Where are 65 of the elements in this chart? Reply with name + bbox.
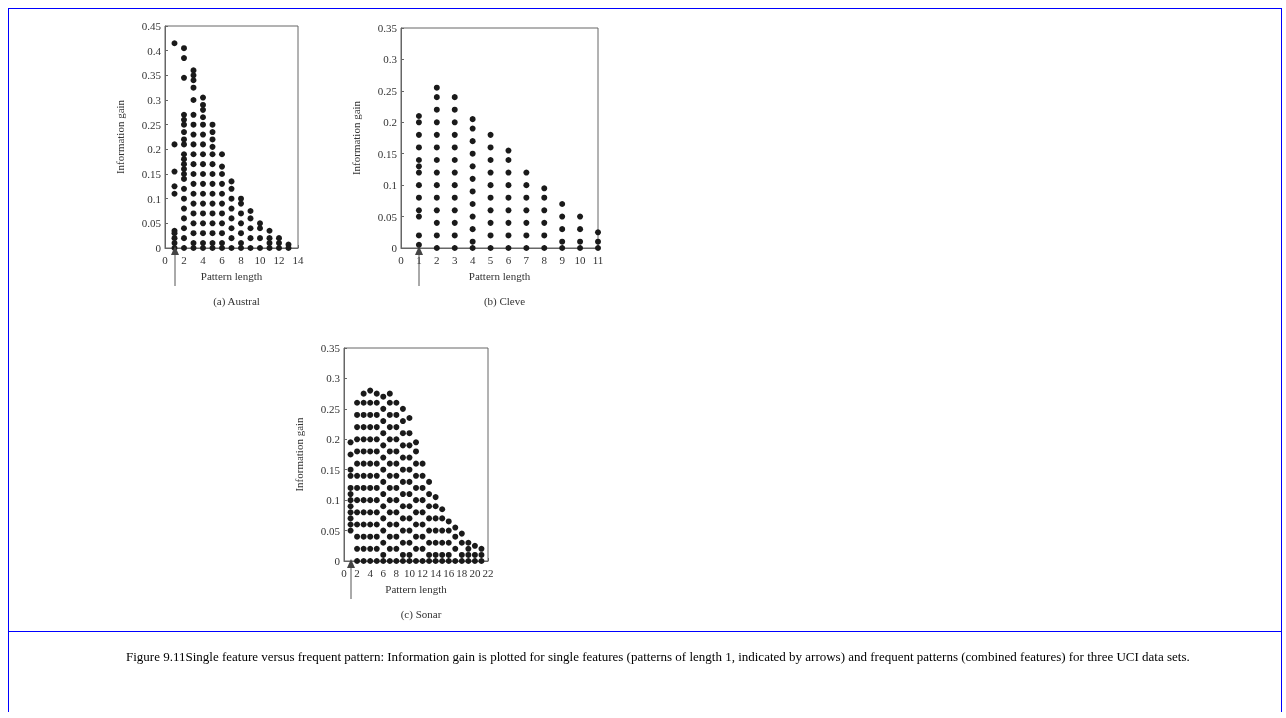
y-tick-label: 0.15 [377,147,398,160]
x-tick-label: 16 [443,566,455,579]
y-tick-label: 0.35 [320,342,341,354]
x-tick-label: 1 [416,253,422,266]
x-tick-label: 2 [181,253,187,266]
x-tick-label: 18 [456,566,468,579]
x-tick-label: 6 [380,566,387,579]
x-tick-label: 5 [487,253,494,266]
y-axis-title: Information gain [113,99,126,175]
y-tick-label: 0.3 [147,94,162,106]
y-tick-label: 0.45 [141,20,162,32]
y-tick-label: 0.15 [141,168,162,180]
y-tick-label: 0.2 [326,433,340,446]
y-tick-label: 0.35 [141,69,162,82]
y-tick-label: 0.25 [141,118,162,131]
text: (c) Sonar [400,607,442,621]
y-axis-title: Information gain [292,416,305,492]
x-tick-label: 8 [393,566,400,579]
x-tick-label: 9 [559,253,566,266]
x-axis-title: Pattern length [468,269,531,282]
y-tick-label: 0 [155,242,162,254]
y-tick-label: 0.05 [320,524,341,537]
x-axis-title: Pattern length [385,582,448,595]
x-tick-label: 22 [482,566,494,579]
x-tick-label: 7 [523,253,530,266]
x-tick-label: 14 [430,566,442,579]
y-tick-label: 0.25 [320,402,341,415]
y-tick-label: 0 [334,555,341,567]
x-tick-label: 2 [434,253,440,266]
y-tick-label: 0 [391,242,398,254]
x-tick-label: 4 [200,253,207,266]
x-tick-label: 2 [354,566,360,579]
x-tick-label: 10 [574,253,587,266]
y-tick-label: 0.3 [326,372,341,385]
x-tick-label: 20 [469,566,481,579]
x-axis-title: Pattern length [200,269,263,282]
x-tick-label: 14 [292,253,304,266]
y-tick-label: 0.15 [320,463,341,476]
x-tick-label: 8 [541,253,548,266]
x-tick-label: 12 [273,253,285,266]
y-tick-label: 0.05 [377,210,398,223]
y-tick-label: 0.4 [147,44,162,57]
y-tick-label: 0.25 [377,84,398,97]
y-tick-label: 0.35 [377,22,398,34]
text: (b) Cleve [483,294,526,308]
x-tick-label: 8 [238,253,245,266]
x-tick-label: 6 [219,253,226,266]
caption: Figure 9.11Single feature versus frequent pattern: Information gain is plotted for single features (patterns of length 1, indicated by arrows) and frequent patterns (combined features) for three UCI data sets. [126,648,1191,665]
y-tick-label: 0.3 [383,53,398,66]
x-tick-label: 4 [469,253,476,266]
y-tick-label: 0.05 [141,217,162,230]
x-tick-label: 11 [592,253,604,266]
y-tick-label: 0.2 [147,143,161,156]
x-tick-label: 3 [451,253,458,266]
x-tick-label: 10 [254,253,266,266]
x-tick-label: 4 [367,566,374,579]
x-tick-label: 6 [505,253,512,266]
y-tick-label: 0.1 [326,494,340,507]
x-tick-label: 10 [403,566,416,579]
y-tick-label: 0.1 [147,192,161,205]
y-tick-label: 0.1 [383,179,397,192]
x-tick-label: 12 [417,566,429,579]
y-tick-label: 0.2 [383,116,397,129]
y-axis-title: Information gain [349,100,362,176]
text: (a) Austral [213,294,260,308]
